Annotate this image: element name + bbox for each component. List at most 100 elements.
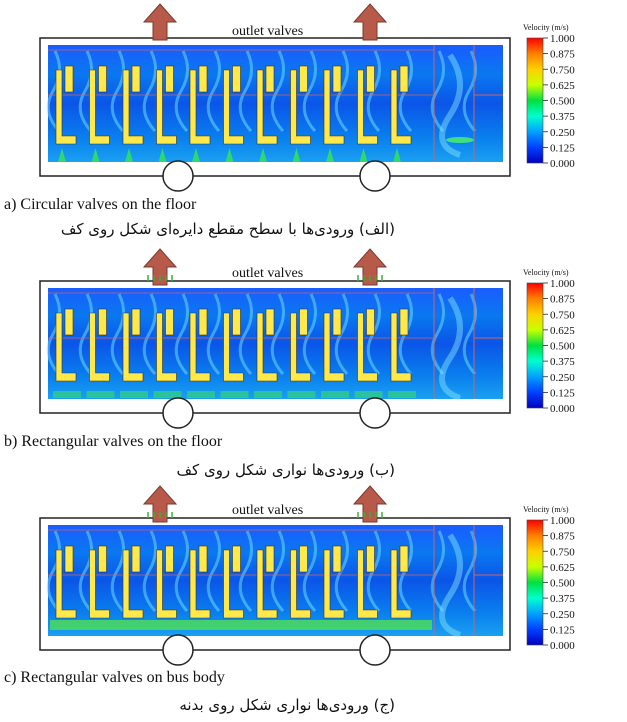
caption-en-c: c) Rectangular valves on bus body	[4, 669, 225, 686]
flow-streak	[238, 530, 253, 613]
seat-shape	[323, 69, 345, 145]
flow-streak	[46, 50, 61, 133]
caption-fa-c: (ج) ورودی‌ها نواری شکل روی بدنه	[179, 696, 395, 714]
seat	[390, 65, 412, 162]
seat-shape	[323, 549, 345, 619]
colorbar-tick-label: 1.000	[550, 515, 575, 527]
seat	[156, 65, 177, 162]
inlet-jet	[388, 391, 416, 398]
rear-wheel	[359, 160, 391, 192]
passenger-head	[165, 545, 174, 573]
passenger-head	[232, 545, 241, 573]
inlet-jet	[393, 148, 401, 162]
seat	[53, 308, 81, 398]
inlet-jet	[58, 148, 66, 162]
flow-streak	[206, 293, 221, 376]
flow-streak	[462, 50, 477, 133]
colorbar-title: Velocity (m/s)	[523, 505, 569, 514]
passenger-head	[98, 308, 107, 336]
inlet-jet	[287, 391, 316, 398]
seat-shape	[223, 549, 244, 619]
colorbar-tick-label: 1.000	[550, 33, 575, 45]
seat	[223, 65, 244, 162]
colorbar-tick-label: 0.250	[550, 372, 575, 384]
figure-panel-a: outlet valves Velocity (m/s) 1.000 0.875 0.7…	[0, 0, 627, 245]
flow-streak	[206, 530, 221, 613]
inlet-jet	[254, 391, 282, 398]
seat	[120, 308, 148, 398]
outlet-arrow	[142, 248, 178, 286]
seat-shape	[357, 549, 378, 619]
passenger-head	[131, 308, 141, 336]
seat-shape	[256, 312, 278, 382]
flow-streak	[142, 530, 157, 613]
outlet-valves-label: outlet valves	[232, 503, 303, 518]
outlet-arrow	[352, 248, 388, 286]
colorbar-tick-label: 0.125	[550, 387, 575, 399]
flow-streak	[439, 53, 463, 158]
seat	[287, 308, 316, 398]
seat-shape	[390, 312, 412, 382]
passenger-head	[131, 545, 141, 573]
inlet-jet	[192, 148, 200, 162]
colorbar-tick-label: 0.875	[550, 294, 575, 306]
rear-wheel	[359, 634, 391, 666]
passenger-head	[366, 545, 375, 573]
flow-streak	[270, 293, 285, 376]
figure-panel-c: outlet valves Velocity (m/s) 1.000 0.875 0.7…	[0, 482, 627, 722]
seat	[220, 308, 249, 398]
colorbar-tick-label: 0.000	[550, 403, 575, 415]
seat	[357, 65, 378, 162]
flow-streak	[174, 293, 189, 376]
flow-streak	[430, 530, 445, 613]
flow-streak	[110, 530, 125, 613]
passenger-head	[332, 308, 342, 336]
flow-streak	[78, 293, 93, 376]
seat	[390, 545, 412, 619]
passenger-head	[265, 65, 275, 93]
seat	[223, 545, 244, 619]
passenger-head	[332, 545, 342, 573]
colorbar-tick-label: 0.875	[550, 49, 575, 61]
colorbar-tick-label: 0.500	[550, 96, 575, 108]
passenger-head	[265, 545, 275, 573]
seat	[321, 308, 349, 398]
seat	[290, 545, 311, 619]
seat-shape	[189, 69, 211, 145]
velocity-field	[48, 525, 503, 636]
passenger-head	[399, 65, 409, 93]
inlet-jet	[158, 148, 167, 162]
seat-shape	[55, 549, 77, 619]
seat-shape	[390, 69, 412, 145]
seat-shape	[55, 312, 77, 382]
inlet-jet	[125, 148, 133, 162]
caption-en-a: a) Circular valves on the floor	[4, 196, 197, 213]
rear-jet	[446, 137, 474, 143]
outlet-valves-label: outlet valves	[232, 24, 303, 39]
seat-shape	[290, 549, 311, 619]
passenger-head	[198, 308, 208, 336]
caption-fa-a: (الف) ورودی‌ها با سطح مقطع دایره‌ای شکل …	[60, 220, 395, 238]
colorbar-tick-label: 0.250	[550, 127, 575, 139]
seat	[86, 308, 115, 398]
rear-wheel	[359, 397, 391, 429]
velocity-contour-figure-a: outlet valves Velocity (m/s)1.000 0.875 0.7…	[39, 3, 575, 192]
seat	[122, 65, 144, 162]
colorbar	[526, 282, 544, 409]
seat	[189, 545, 211, 619]
seat-shape	[122, 69, 144, 145]
flow-streak	[238, 50, 253, 133]
seat-shape	[89, 69, 110, 145]
seat-shape	[290, 312, 311, 382]
seat-shape	[122, 312, 144, 382]
passenger-head	[64, 65, 74, 93]
colorbar-tick-label: 0.625	[550, 562, 575, 574]
colorbar-tick-label: 0.625	[550, 325, 575, 337]
inlet-jet	[225, 148, 234, 162]
flow-streak	[206, 50, 221, 133]
seat	[187, 308, 215, 398]
colorbar-tick-label: 0.750	[550, 309, 575, 321]
flow-streak	[462, 293, 477, 376]
flow-streak	[142, 293, 157, 376]
flow-streak	[78, 530, 93, 613]
